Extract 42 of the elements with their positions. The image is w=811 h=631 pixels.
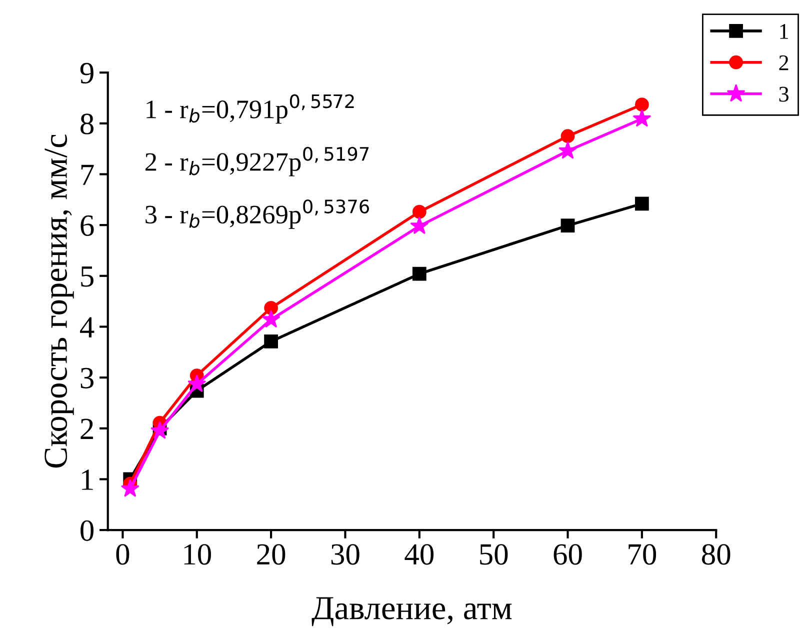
x-tick-label: 40 — [404, 544, 434, 565]
point — [560, 129, 575, 144]
point — [560, 218, 575, 233]
legend-label: 3 — [779, 86, 789, 102]
point — [634, 98, 649, 112]
point — [634, 196, 649, 211]
legend-label: 2 — [779, 55, 788, 70]
x-tick-label: 10 — [184, 544, 211, 565]
y-tick-label: 5 — [81, 266, 94, 287]
annotation: 3 - r$_{b}$=0,8269p$^{0,5376}$ — [146, 199, 369, 229]
annotation: 1 - r$_{b}$=0,791p$^{0,5572}$ — [146, 94, 354, 124]
point — [264, 300, 278, 315]
y-tick-label: 2 — [80, 418, 93, 439]
x-tick-label: 50 — [480, 544, 508, 565]
point — [264, 334, 278, 348]
y-tick-label: 8 — [80, 114, 94, 134]
point — [120, 479, 140, 497]
x-tick-label: 70 — [628, 544, 656, 565]
point — [632, 109, 652, 127]
y-tick-label: 6 — [80, 215, 94, 236]
point — [558, 141, 578, 159]
x-tick-label: 60 — [554, 544, 582, 565]
y-tick-label: 7 — [81, 164, 94, 185]
point — [410, 216, 429, 234]
y-axis-title: Скорость горения, мм/с — [44, 134, 74, 468]
point — [188, 374, 206, 392]
x-tick-label: 80 — [702, 544, 730, 565]
x-tick-label: 30 — [331, 544, 360, 565]
y-tick-label: 9 — [80, 62, 94, 84]
point — [412, 204, 426, 219]
point — [150, 421, 170, 439]
annotation: 2 - r$_{b}$=0,9227p$^{0,5197}$ — [146, 146, 369, 176]
x-tick-label: 0 — [116, 544, 130, 565]
legend-label: 1 — [780, 24, 788, 39]
y-tick-label: 0 — [80, 520, 94, 541]
y-tick-label: 4 — [80, 317, 94, 338]
y-tick-label: 3 — [80, 368, 94, 388]
y-tick-label: 1 — [82, 470, 93, 490]
point — [262, 310, 280, 328]
x-axis-title: Давление, атм — [312, 597, 512, 626]
x-tick-label: 20 — [257, 544, 286, 565]
point — [412, 266, 426, 281]
